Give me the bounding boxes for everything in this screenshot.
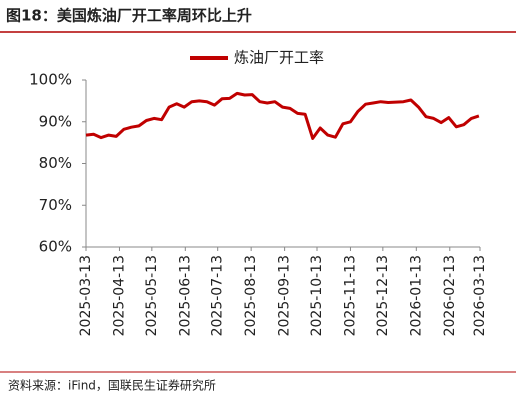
legend-label: 炼油厂开工率 — [234, 49, 324, 67]
x-tick-label: 2025-03-13 — [78, 255, 94, 336]
x-tick-label: 2025-09-13 — [277, 255, 293, 336]
x-tick-label: 2025-11-13 — [342, 255, 358, 336]
x-tick-label: 2025-10-13 — [309, 255, 325, 336]
y-tick-label: 70% — [39, 196, 72, 214]
x-tick-label: 2026-02-13 — [442, 255, 458, 336]
y-tick-label: 60% — [39, 238, 72, 256]
x-tick-label: 2025-07-13 — [210, 255, 226, 336]
x-tick-label: 2026-01-13 — [408, 255, 424, 336]
x-tick-label: 2025-05-13 — [144, 255, 160, 336]
x-tick-label: 2025-06-13 — [177, 255, 193, 336]
chart-title: 图18：美国炼油厂开工率周环比上升 — [6, 7, 252, 25]
source-note: 资料来源：iFind，国联民生证券研究所 — [8, 378, 216, 393]
x-tick-label: 2025-12-13 — [375, 255, 391, 336]
data-line — [85, 91, 480, 140]
y-tick-label: 100% — [29, 71, 72, 89]
x-tick-label: 2025-08-13 — [243, 255, 259, 336]
y-tick-label: 90% — [39, 112, 72, 130]
x-tick-label: 2026-03-13 — [472, 255, 488, 336]
y-tick-label: 80% — [39, 154, 72, 172]
x-tick-label: 2025-04-13 — [111, 255, 127, 336]
